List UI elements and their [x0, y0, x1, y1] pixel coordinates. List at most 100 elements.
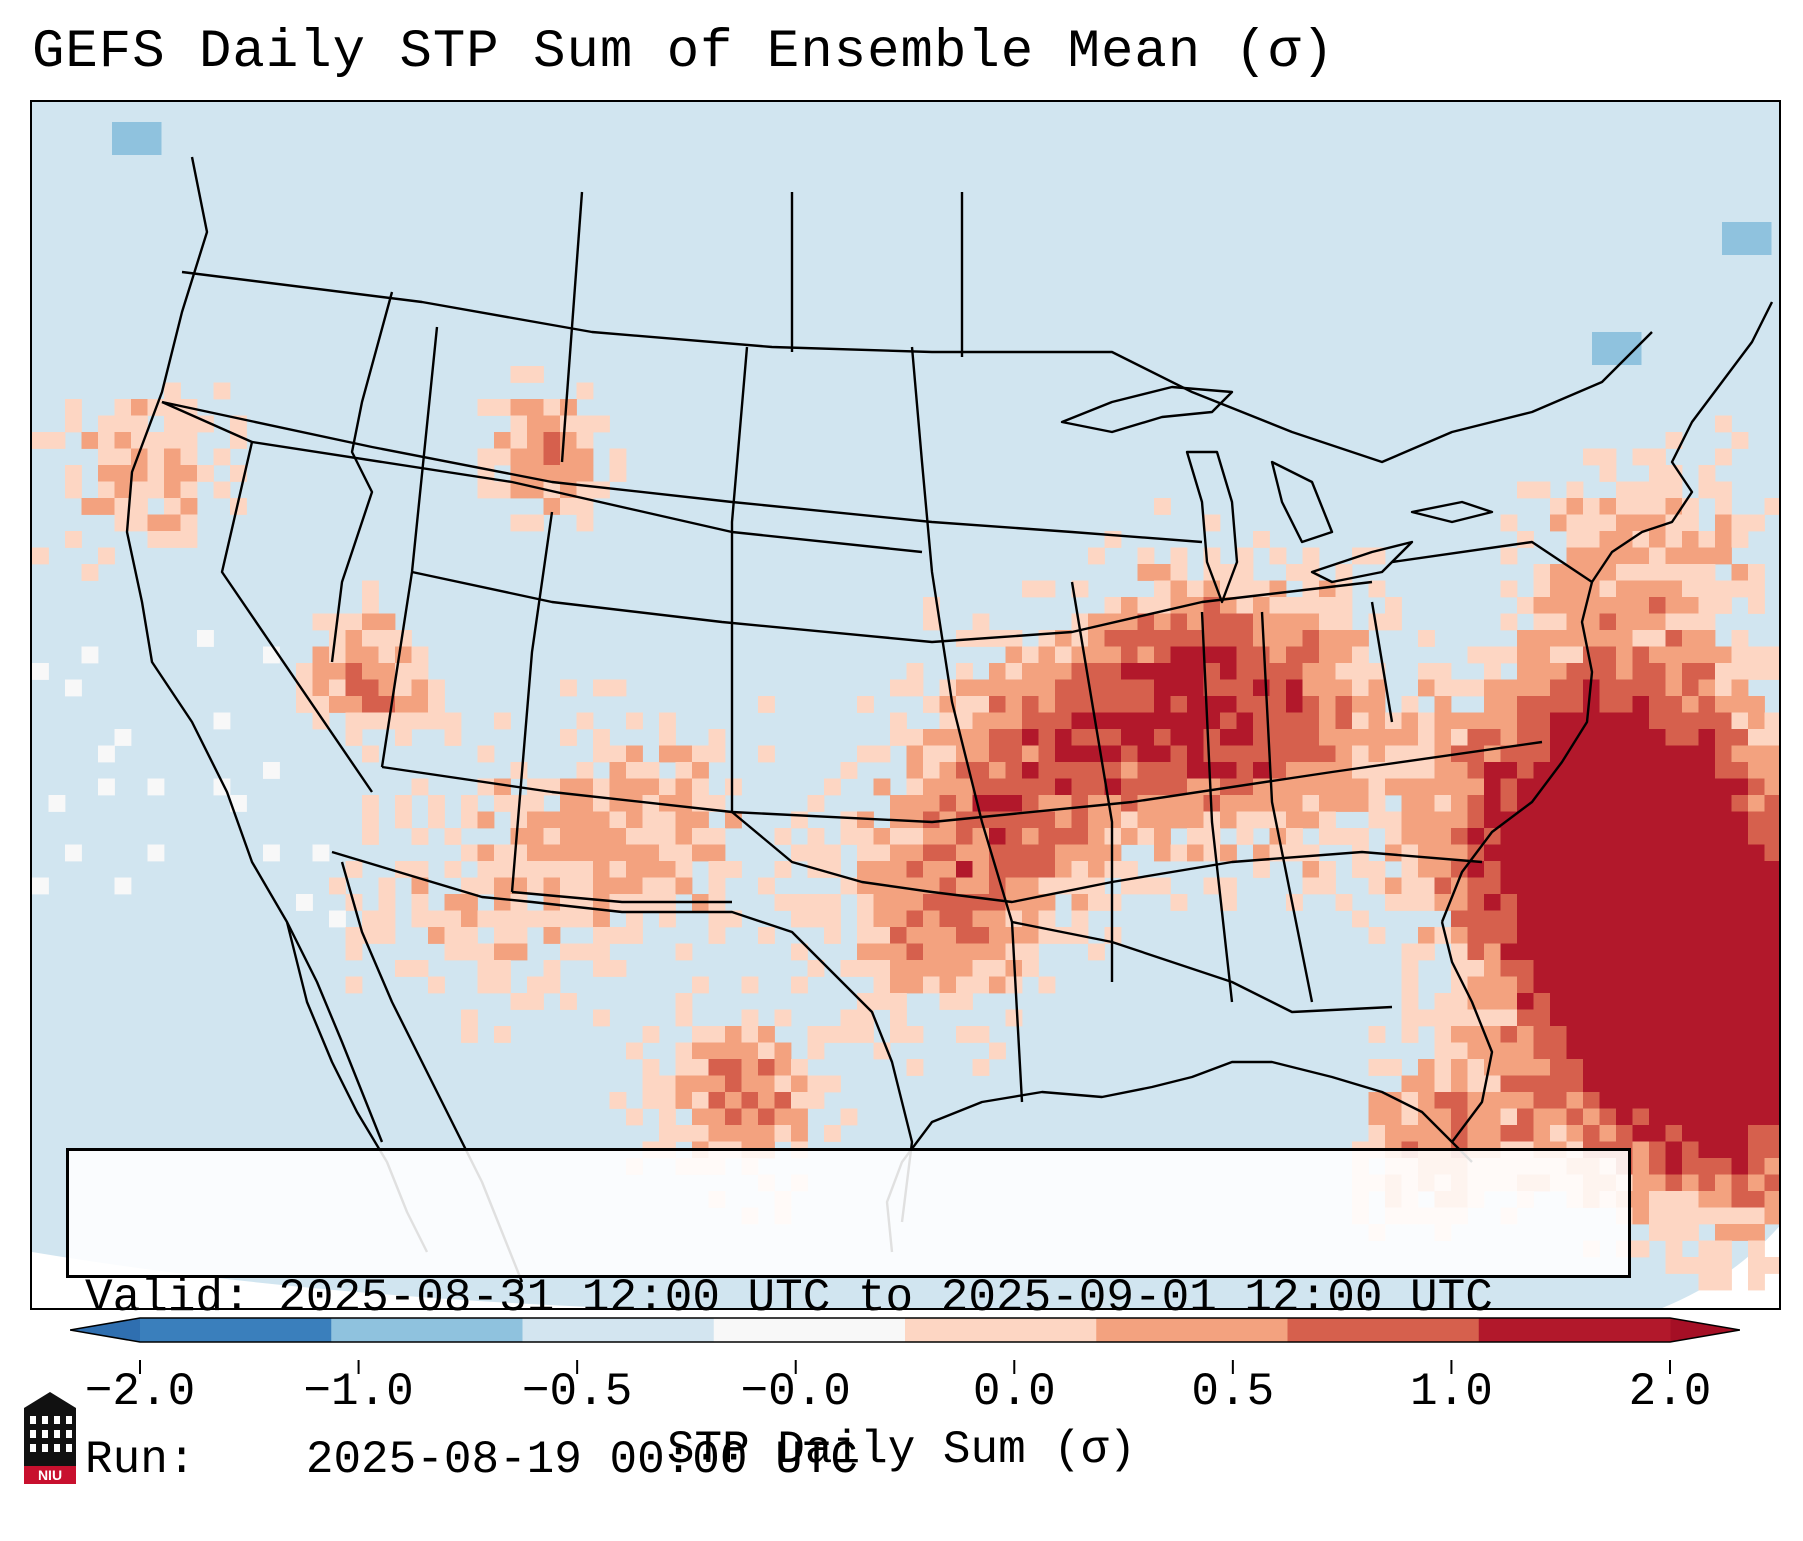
anomaly-cell [98, 547, 115, 565]
anomaly-cell [1022, 828, 1039, 845]
anomaly-cell [1269, 679, 1287, 697]
anomaly-cell [1715, 894, 1732, 911]
niu-logo: NIU [24, 1392, 76, 1484]
anomaly-cell [890, 795, 907, 812]
anomaly-cell [576, 910, 594, 928]
border-states-j [1070, 581, 1114, 982]
anomaly-cell [1682, 1174, 1699, 1192]
anomaly-cell [1599, 795, 1617, 812]
anomaly-cell [1764, 663, 1779, 680]
anomaly-cell [593, 795, 610, 812]
anomaly-cell [1418, 1059, 1435, 1076]
anomaly-cell [560, 679, 577, 697]
anomaly-cell [1253, 811, 1270, 829]
anomaly-cell [1467, 943, 1485, 961]
anomaly-cell [1698, 712, 1716, 730]
anomaly-cell [527, 993, 544, 1010]
anomaly-cell [1451, 943, 1468, 961]
anomaly-cell [1022, 580, 1039, 598]
anomaly-cell [494, 1026, 511, 1043]
anomaly-cell [1698, 1207, 1716, 1225]
anomaly-cell [1170, 762, 1188, 779]
anomaly-cell [1748, 564, 1765, 581]
anomaly-cell [857, 828, 874, 845]
anomaly-cell [1335, 795, 1353, 812]
anomaly-cell [1583, 514, 1600, 532]
anomaly-cell [1170, 795, 1188, 812]
anomaly-cell [1649, 910, 1666, 928]
anomaly-cell [444, 910, 462, 928]
colorbar-tick-label: −0.5 [521, 1366, 633, 1418]
valid-label: Valid: [85, 1272, 251, 1324]
anomaly-cell [1533, 613, 1551, 631]
anomaly-cell [1698, 564, 1716, 581]
niu-logo-text: NIU [38, 1467, 62, 1483]
anomaly-cell [1682, 613, 1699, 631]
anomaly-cell [873, 861, 891, 878]
lake-huron [1270, 460, 1334, 544]
anomaly-cell [1731, 1042, 1749, 1060]
anomaly-cell [1731, 1174, 1749, 1192]
anomaly-cell [758, 1026, 775, 1043]
anomaly-cell [1632, 861, 1650, 878]
anomaly-cell [1649, 1224, 1666, 1241]
anomaly-cell [312, 663, 330, 680]
anomaly-cell [1269, 613, 1287, 631]
anomaly-cell [1566, 762, 1584, 779]
anomaly-cell [362, 712, 379, 730]
anomaly-cell [1187, 679, 1204, 697]
anomaly-cell [1517, 1009, 1534, 1027]
anomaly-cell [1649, 1191, 1666, 1208]
anomaly-cell [1484, 844, 1501, 862]
anomaly-cell [1269, 696, 1287, 713]
anomaly-cell [1682, 778, 1699, 796]
anomaly-cell [642, 778, 660, 796]
anomaly-cell [708, 861, 726, 878]
anomaly-cell [1583, 696, 1600, 713]
anomaly-cell [1022, 663, 1039, 680]
anomaly-cell [692, 1125, 709, 1142]
anomaly-cell [626, 762, 643, 779]
anomaly-cell [1368, 663, 1386, 680]
anomaly-cell [1203, 762, 1221, 779]
anomaly-cell [1286, 844, 1303, 862]
anomaly-cell [1484, 679, 1501, 697]
anomaly-cell [593, 861, 610, 878]
anomaly-cell [1632, 1092, 1650, 1109]
anomaly-cell [1715, 828, 1732, 845]
border-states-f [730, 346, 749, 812]
anomaly-cell [972, 762, 990, 779]
anomaly-cell [758, 1108, 775, 1126]
anomaly-cell [890, 844, 907, 862]
anomaly-cell [1583, 1108, 1600, 1126]
anomaly-cell [1203, 646, 1221, 664]
anomaly-cell [593, 927, 610, 944]
anomaly-cell [1715, 1092, 1732, 1109]
anomaly-cell [1154, 712, 1171, 730]
anomaly-cell [1632, 1059, 1650, 1076]
anomaly-cell [873, 844, 891, 862]
anomaly-cell [1649, 1141, 1666, 1159]
anomaly-cell [1665, 762, 1683, 779]
anomaly-cell [1434, 828, 1452, 845]
anomaly-cell [1187, 696, 1204, 713]
anomaly-cell [560, 861, 577, 878]
anomaly-cell [1451, 795, 1468, 812]
anomaly-cell [1352, 910, 1369, 928]
anomaly-cell [1104, 811, 1122, 829]
anomaly-cell [345, 927, 363, 944]
anomaly-cell [956, 927, 973, 944]
anomaly-cell [1682, 531, 1699, 548]
anomaly-cell [1517, 531, 1534, 548]
anomaly-cell [1500, 1075, 1518, 1093]
colorbar-ticks [139, 1360, 1671, 1374]
anomaly-cell [675, 811, 693, 829]
anomaly-cell [1170, 894, 1188, 911]
anomaly-cell [1302, 663, 1320, 680]
anomaly-cell [1121, 828, 1138, 845]
anomaly-cell [1731, 1026, 1749, 1043]
anomaly-cell [1649, 877, 1666, 895]
anomaly-cell [1500, 762, 1518, 779]
anomaly-cell [1550, 745, 1567, 763]
anomaly-cell [543, 976, 561, 994]
